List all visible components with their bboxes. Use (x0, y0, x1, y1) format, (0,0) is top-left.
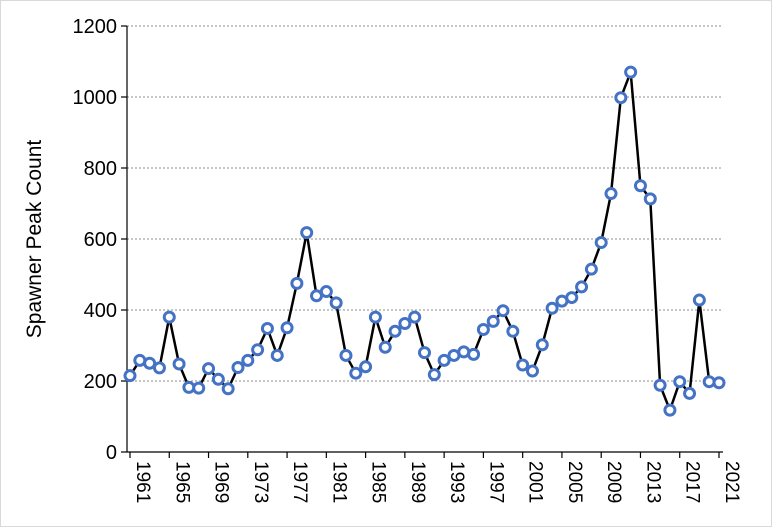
x-tick-label-1997: 1997 (485, 461, 506, 503)
data-point-2017 (673, 375, 687, 389)
data-point-1984 (349, 366, 363, 380)
data-point-1982 (329, 296, 343, 310)
data-point-1986 (368, 310, 382, 324)
y-tick-label-1200: 1200 (73, 16, 118, 38)
data-point-1989 (398, 316, 412, 330)
data-point-1981 (319, 285, 333, 299)
data-point-2012 (624, 65, 638, 79)
y-tick-label-1000: 1000 (73, 87, 118, 109)
data-point-1988 (388, 324, 402, 338)
data-point-1976 (270, 348, 284, 362)
data-point-1975 (260, 321, 274, 335)
data-point-2021 (712, 376, 726, 390)
data-point-1983 (339, 348, 353, 362)
data-point-1963 (143, 356, 157, 370)
data-point-2016 (663, 403, 677, 417)
data-point-1993 (437, 353, 451, 367)
x-tick-label-1973: 1973 (250, 461, 271, 503)
data-point-1999 (496, 304, 510, 318)
data-point-2006 (565, 291, 579, 305)
data-point-1990 (408, 310, 422, 324)
series-line-0 (128, 70, 720, 412)
data-point-2019 (692, 293, 706, 307)
data-point-1998 (486, 314, 500, 328)
x-tick-label-2017: 2017 (682, 461, 703, 503)
data-point-2001 (516, 358, 530, 372)
x-tick-label-1989: 1989 (407, 461, 428, 503)
x-tick-label-1961: 1961 (132, 461, 153, 503)
data-point-1965 (162, 310, 176, 324)
data-point-2004 (545, 301, 559, 315)
data-point-2009 (594, 236, 608, 250)
data-point-2008 (584, 262, 598, 276)
data-point-2018 (683, 386, 697, 400)
data-point-1996 (467, 347, 481, 361)
y-tick-label-200: 200 (84, 371, 117, 393)
y-axis-title: Spawner Peak Count (23, 140, 46, 339)
data-point-1992 (427, 368, 441, 382)
x-tick-label-1977: 1977 (289, 461, 310, 503)
data-point-1987 (378, 340, 392, 354)
plot-area (123, 65, 726, 417)
data-point-1977 (280, 321, 294, 335)
gridlines (127, 25, 723, 382)
data-point-2015 (653, 378, 667, 392)
data-point-1961 (123, 369, 137, 383)
data-point-1974 (251, 343, 265, 357)
data-point-2000 (506, 324, 520, 338)
y-axis-ticks: 0 200 400 600 800 1000 1200 (73, 16, 127, 464)
data-point-1985 (359, 360, 373, 374)
x-tick-label-2009: 2009 (603, 461, 624, 503)
data-point-1971 (221, 382, 235, 396)
data-point-1969 (202, 362, 216, 376)
data-point-1973 (241, 353, 255, 367)
data-point-1991 (418, 346, 431, 360)
data-point-2010 (604, 187, 618, 201)
x-tick-label-2013: 2013 (642, 461, 663, 503)
data-point-1978 (290, 276, 304, 290)
data-point-2003 (535, 338, 549, 352)
x-tick-label-1993: 1993 (446, 461, 467, 503)
y-tick-label-600: 600 (84, 229, 117, 251)
x-tick-label-1965: 1965 (171, 461, 192, 503)
x-tick-label-2001: 2001 (525, 461, 546, 503)
y-tick-label-800: 800 (84, 158, 117, 180)
x-tick-label-1985: 1985 (368, 461, 389, 503)
data-point-2014 (643, 192, 657, 206)
y-tick-label-0: 0 (106, 442, 117, 464)
data-point-1997 (476, 323, 490, 337)
data-point-1966 (172, 357, 186, 371)
x-tick-label-1981: 1981 (328, 461, 349, 503)
x-tick-label-2021: 2021 (721, 461, 742, 503)
data-point-2011 (614, 91, 628, 105)
data-point-2002 (525, 364, 539, 378)
data-point-1964 (152, 361, 166, 375)
data-point-2013 (633, 179, 647, 193)
data-point-1972 (231, 361, 245, 375)
data-point-1979 (300, 226, 314, 240)
data-point-2007 (575, 280, 589, 294)
data-point-1970 (211, 372, 225, 386)
y-tick-label-400: 400 (84, 300, 117, 322)
x-axis-ticks: 1961 1965 1969 1973 1977 1981 1985 1989 1993 1997… (129, 452, 742, 503)
x-tick-label-1969: 1969 (211, 461, 232, 503)
data-point-1968 (192, 381, 206, 395)
x-tick-label-2005: 2005 (564, 461, 585, 503)
